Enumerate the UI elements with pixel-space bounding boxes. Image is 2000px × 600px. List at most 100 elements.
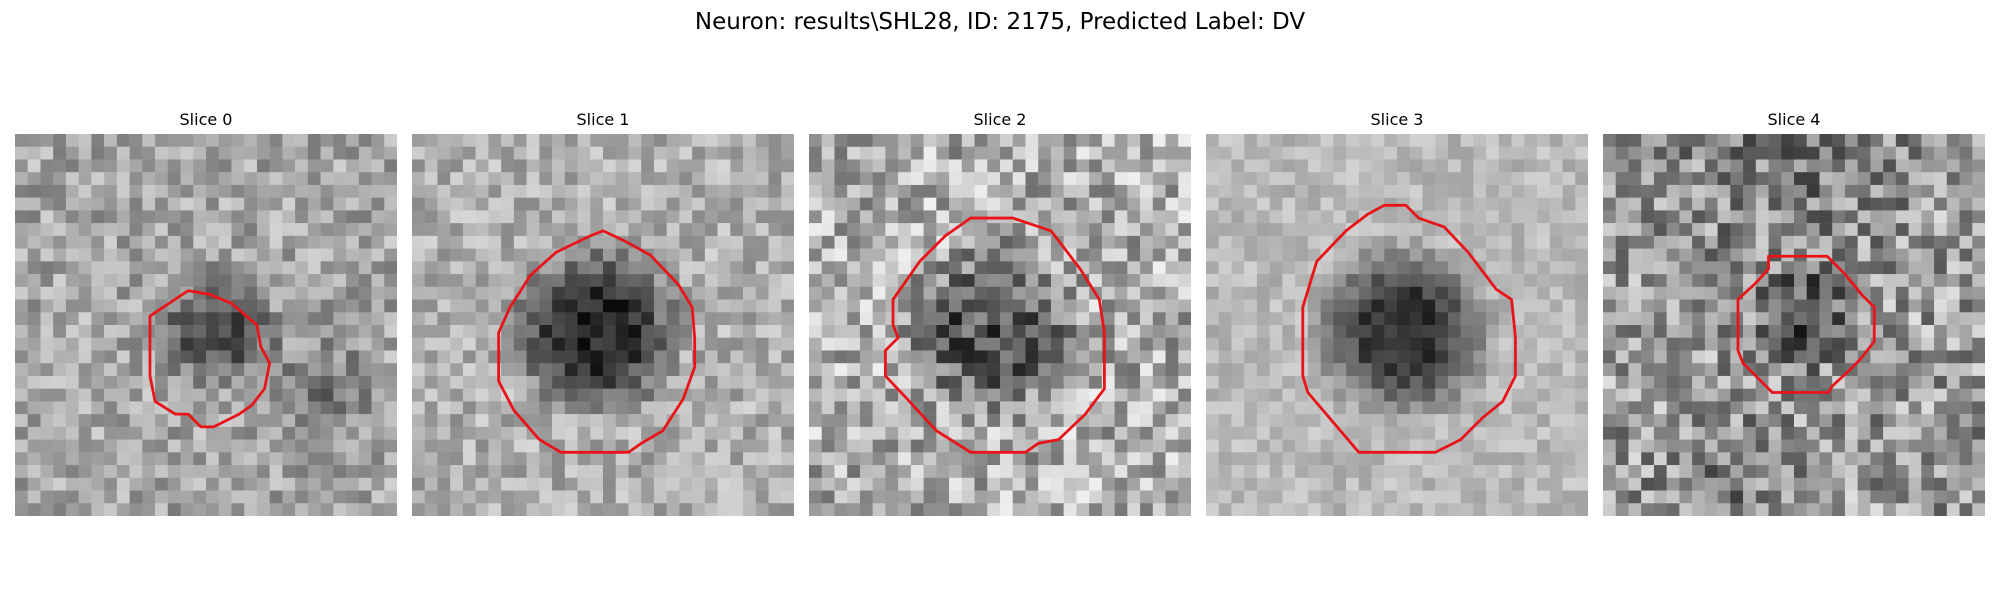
- pixel: [1127, 210, 1141, 224]
- pixel: [1755, 439, 1769, 453]
- pixel: [730, 465, 744, 479]
- pixel: [1883, 235, 1897, 249]
- pixel: [1486, 350, 1500, 364]
- pixel: [1498, 337, 1512, 351]
- pixel: [768, 401, 782, 415]
- pixel: [462, 299, 476, 313]
- pixel: [679, 401, 693, 415]
- pixel: [1908, 350, 1922, 364]
- pixel: [1256, 401, 1270, 415]
- pixel: [27, 465, 41, 479]
- pixel: [615, 350, 629, 364]
- pixel: [743, 426, 757, 440]
- pixel: [1498, 414, 1512, 428]
- pixel: [847, 235, 861, 249]
- pixel: [1140, 146, 1154, 160]
- pixel: [859, 490, 873, 504]
- pixel: [987, 248, 1001, 262]
- pixel: [1178, 503, 1191, 516]
- pixel: [1857, 286, 1871, 300]
- pixel: [1794, 299, 1807, 313]
- pixel: [1883, 184, 1897, 198]
- pixel: [346, 350, 360, 364]
- pixel: [1320, 337, 1334, 351]
- pixel: [1127, 337, 1141, 351]
- pixel: [1012, 299, 1026, 313]
- pixel: [78, 146, 92, 160]
- pixel: [1832, 337, 1846, 351]
- pixel: [1307, 439, 1321, 453]
- pixel: [358, 197, 372, 211]
- pixel: [358, 261, 372, 275]
- pixel: [910, 477, 924, 491]
- pixel: [885, 426, 899, 440]
- pixel: [269, 210, 283, 224]
- pixel: [1653, 477, 1667, 491]
- pixel: [167, 375, 181, 389]
- pixel: [1717, 210, 1731, 224]
- pixel: [1743, 210, 1757, 224]
- pixel: [987, 375, 1001, 389]
- pixel: [1883, 210, 1897, 224]
- pixel: [384, 337, 397, 351]
- pixel: [1038, 299, 1052, 313]
- pixel: [1883, 503, 1897, 516]
- pixel: [27, 337, 41, 351]
- pixel: [1127, 286, 1141, 300]
- pixel: [898, 299, 912, 313]
- pixel: [1806, 465, 1820, 479]
- pixel: [1256, 312, 1270, 326]
- pixel: [755, 235, 769, 249]
- pixel: [1562, 235, 1576, 249]
- pixel: [1231, 350, 1245, 364]
- pixel: [231, 134, 245, 147]
- pixel: [167, 235, 181, 249]
- pixel: [1358, 134, 1372, 147]
- pixel: [526, 490, 540, 504]
- pixel: [1295, 210, 1309, 224]
- pixel: [1844, 299, 1858, 313]
- pixel: [847, 426, 861, 440]
- pixel: [615, 261, 629, 275]
- pixel: [987, 388, 1001, 402]
- pixel: [1371, 490, 1385, 504]
- pixel: [564, 312, 578, 326]
- pixel: [666, 159, 680, 173]
- pixel: [1371, 134, 1385, 147]
- pixel: [949, 325, 963, 338]
- pixel: [1679, 261, 1693, 275]
- pixel: [1089, 426, 1103, 440]
- pixel: [1692, 286, 1706, 300]
- pixel: [501, 235, 515, 249]
- pixel: [53, 477, 67, 491]
- pixel: [424, 477, 438, 491]
- pixel: [1307, 350, 1321, 364]
- pixel: [974, 172, 988, 186]
- pixel: [1218, 223, 1232, 237]
- pixel: [821, 159, 835, 173]
- pixel: [1781, 401, 1795, 415]
- pixel: [821, 146, 835, 160]
- pixel: [821, 375, 835, 389]
- pixel: [155, 426, 169, 440]
- pixel: [615, 325, 629, 338]
- pixel: [847, 439, 861, 453]
- pixel: [1857, 452, 1871, 466]
- pixel: [1717, 159, 1731, 173]
- pixel: [704, 503, 718, 516]
- pixel: [1295, 274, 1309, 288]
- pixel: [1231, 223, 1245, 237]
- pixel: [781, 248, 794, 262]
- pixel: [1768, 235, 1782, 249]
- pixel: [1473, 286, 1487, 300]
- pixel: [1127, 388, 1141, 402]
- pixel: [1256, 146, 1270, 160]
- pixel: [1781, 172, 1795, 186]
- pixel: [256, 261, 270, 275]
- pixel: [1679, 477, 1693, 491]
- pixel: [333, 414, 347, 428]
- pixel: [1524, 426, 1538, 440]
- pixel: [898, 375, 912, 389]
- pixel: [1397, 439, 1410, 453]
- pixel: [218, 325, 232, 338]
